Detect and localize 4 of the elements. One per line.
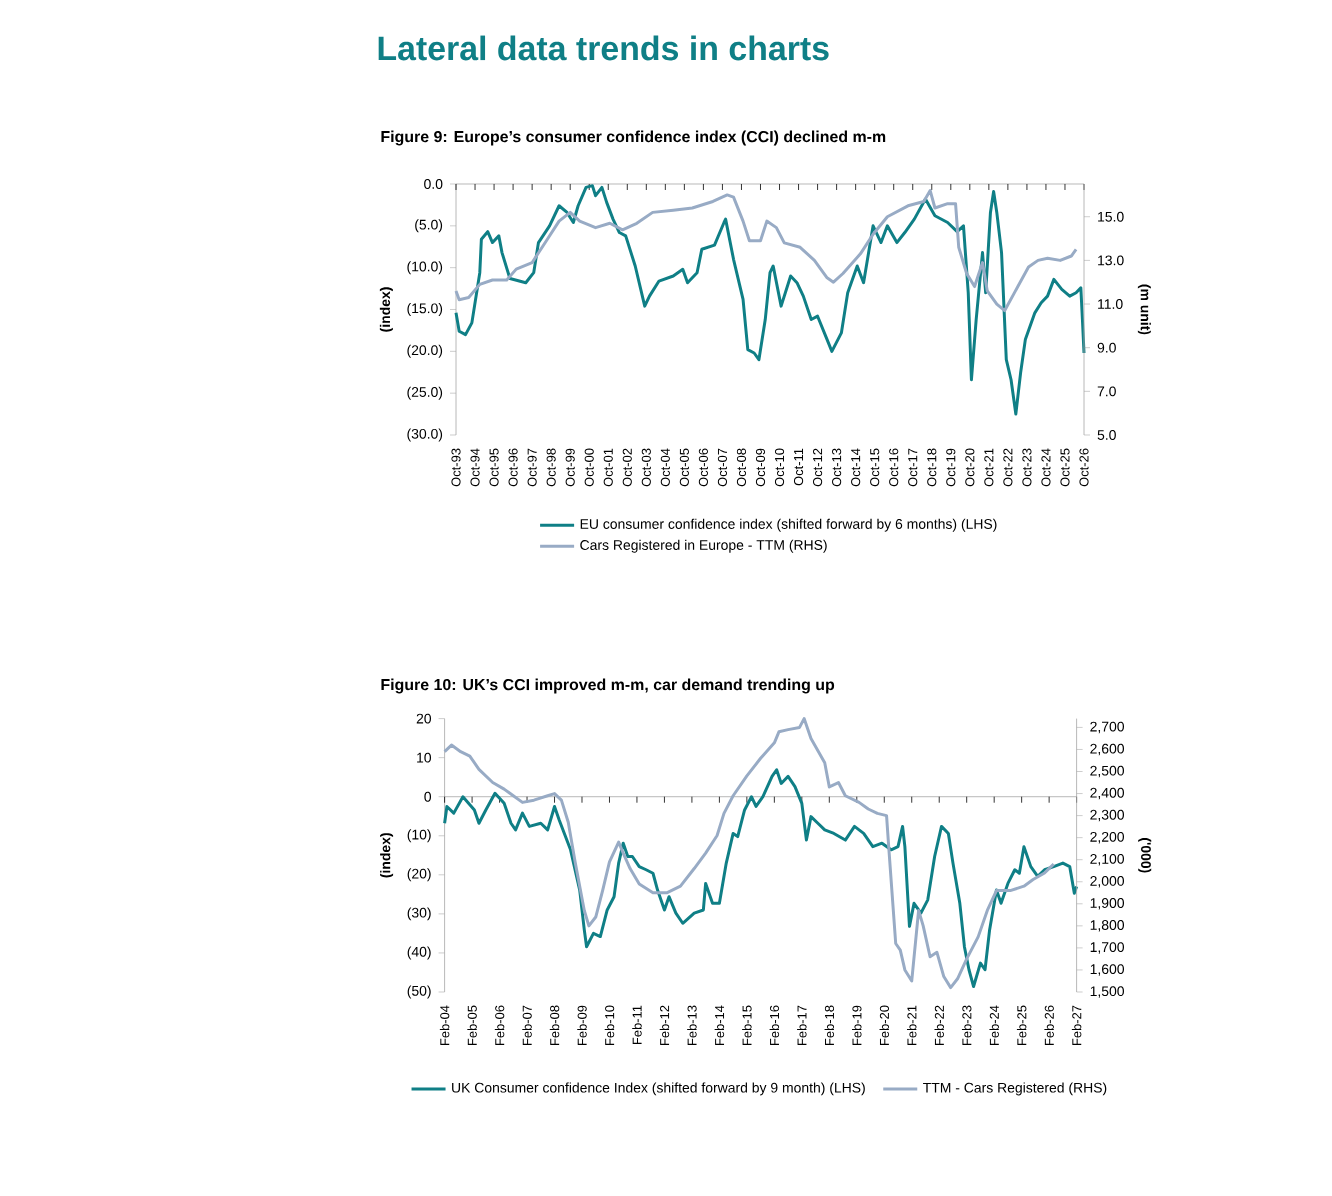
line-series (454, 189, 1078, 313)
line-series (443, 717, 1056, 990)
line-series (443, 768, 1079, 989)
chart-title: Lateral data trends in charts (378, 35, 829, 61)
